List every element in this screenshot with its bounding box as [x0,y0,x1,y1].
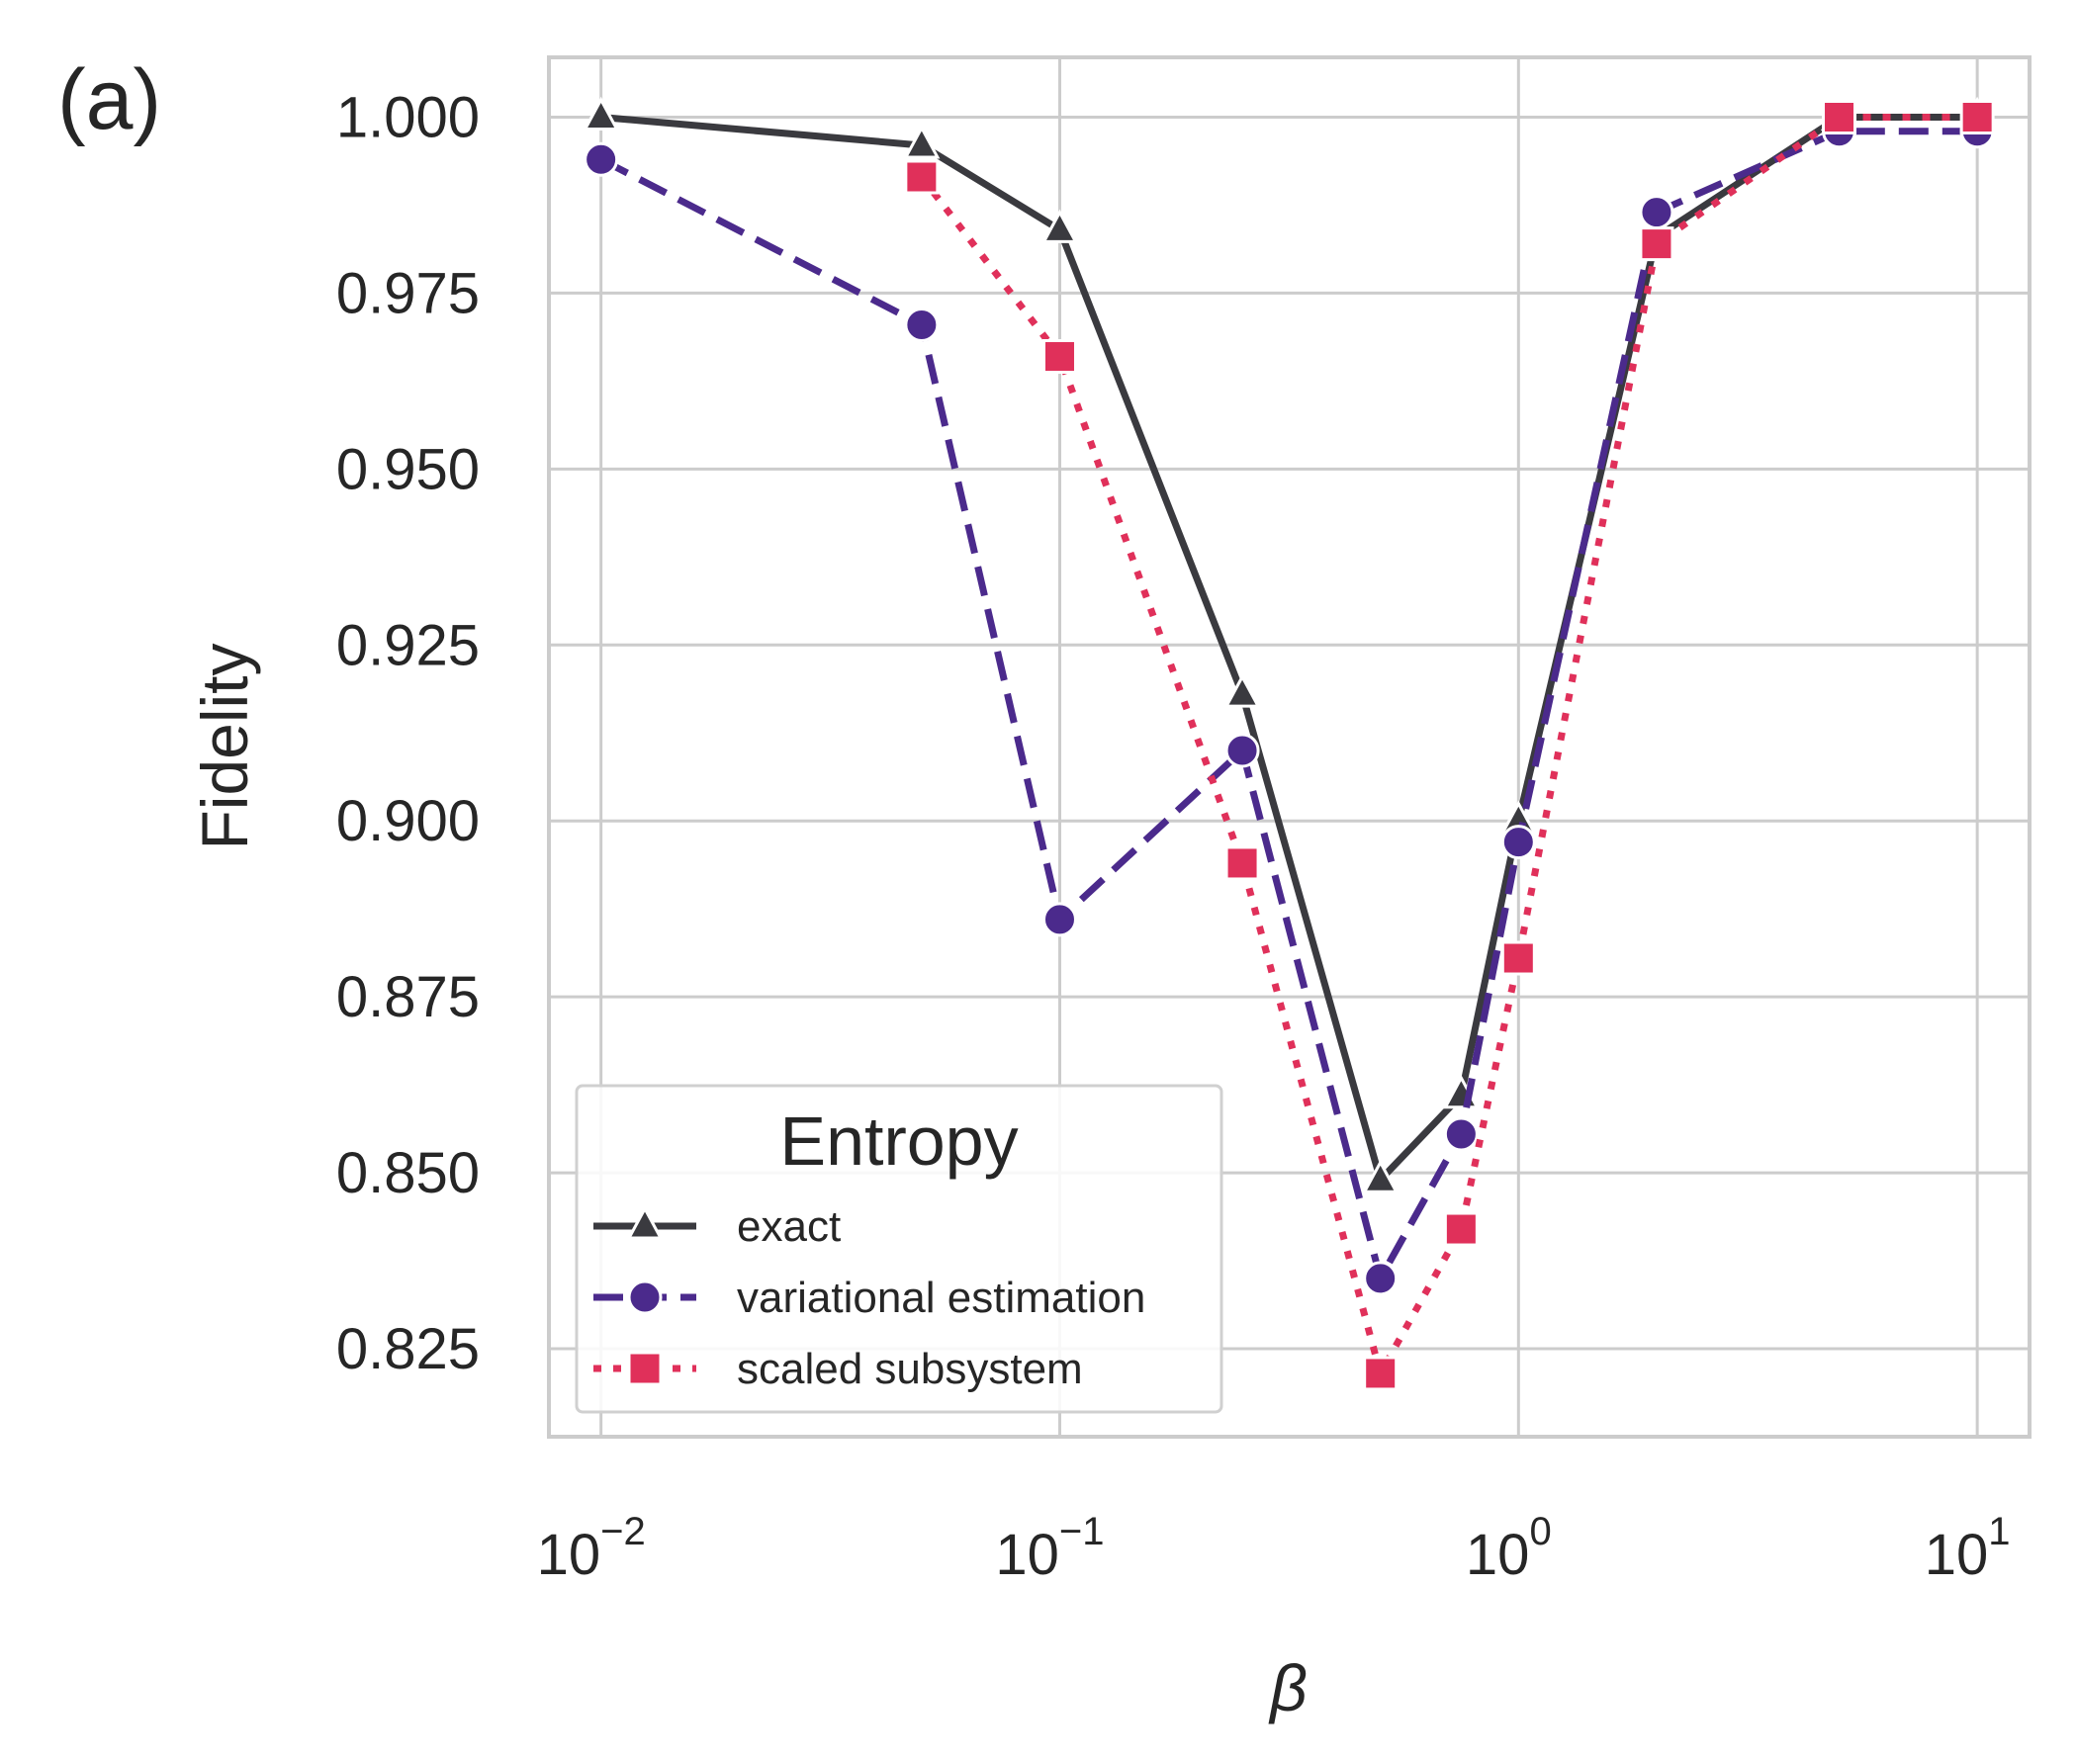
y-tick-label: 1.000 [336,85,480,149]
scaled-subsystem-line [919,113,1978,1377]
scaled-subsystem-point [904,159,940,195]
exact-point [1040,209,1078,243]
scaled-subsystem-point [1443,1211,1479,1247]
legend: Entropy exact variational estimation scale… [575,1084,1223,1414]
variational-estimation-point [1041,902,1077,937]
exact-point [903,125,941,159]
scaled-subsystem-point [1500,940,1536,976]
scaled-subsystem-point [1959,99,1995,134]
y-tick-label: 0.975 [336,261,480,325]
legend-marker [627,1279,663,1315]
variational-estimation-point [1639,195,1674,230]
plot-frame [547,55,2032,1439]
y-tick-label: 0.900 [336,789,480,853]
legend-marker [627,1351,663,1386]
y-tick-label: 0.875 [336,965,480,1029]
legend-label: variational estimation [737,1274,1145,1322]
exact-point [1223,673,1261,708]
legend-title: Entropy [779,1102,1018,1180]
scaled-subsystem-point [1639,226,1674,262]
x-tick-label: 101 [1925,1510,2011,1587]
legend-item-exact: exact [593,1202,841,1251]
y-tick-labels: 0.825 0.850 0.875 0.900 0.925 0.950 0.975 1.000 [336,85,480,1381]
y-tick-label: 0.950 [336,437,480,501]
legend-item-scaled-subsystem: scaled subsystem [593,1345,1083,1393]
scaled-subsystem-point [1363,1356,1399,1391]
scaled-subsystem-point [1822,99,1857,134]
variational-estimation-point [584,141,619,177]
legend-box [575,1084,1223,1414]
x-axis-label: β [1268,1651,1308,1724]
data-series [583,96,1996,1391]
y-axis-label: Fidelity [188,643,261,849]
legend-item-variational-estimation: variational estimation [593,1274,1145,1322]
variational-estimation-point [1443,1116,1479,1152]
legend-marker [626,1205,664,1240]
exact-point [1362,1159,1400,1193]
panel-label: (a) [57,52,161,147]
x-tick-label: 10−1 [995,1510,1104,1587]
legend-label: exact [737,1202,841,1251]
scaled-subsystem-point [1224,845,1260,881]
series-scaled-subsystem [904,99,1995,1391]
y-tick-label: 0.925 [336,613,480,677]
y-tick-label: 0.850 [336,1141,480,1205]
variational-estimation-line [599,128,1978,1282]
variational-estimation-point [1500,825,1536,860]
x-tick-label: 10−2 [537,1510,646,1587]
variational-estimation-point [1363,1261,1399,1296]
scaled-subsystem-point [1041,338,1077,374]
variational-estimation-point [1224,733,1260,768]
y-tick-label: 0.825 [336,1317,480,1381]
x-tick-label: 100 [1466,1510,1552,1587]
legend-label: scaled subsystem [737,1345,1083,1393]
variational-estimation-point [904,307,940,342]
series-variational-estimation [584,114,1995,1296]
x-tick-labels: 10−2 10−1 100 101 [537,1510,2011,1587]
exact-point [583,96,620,131]
